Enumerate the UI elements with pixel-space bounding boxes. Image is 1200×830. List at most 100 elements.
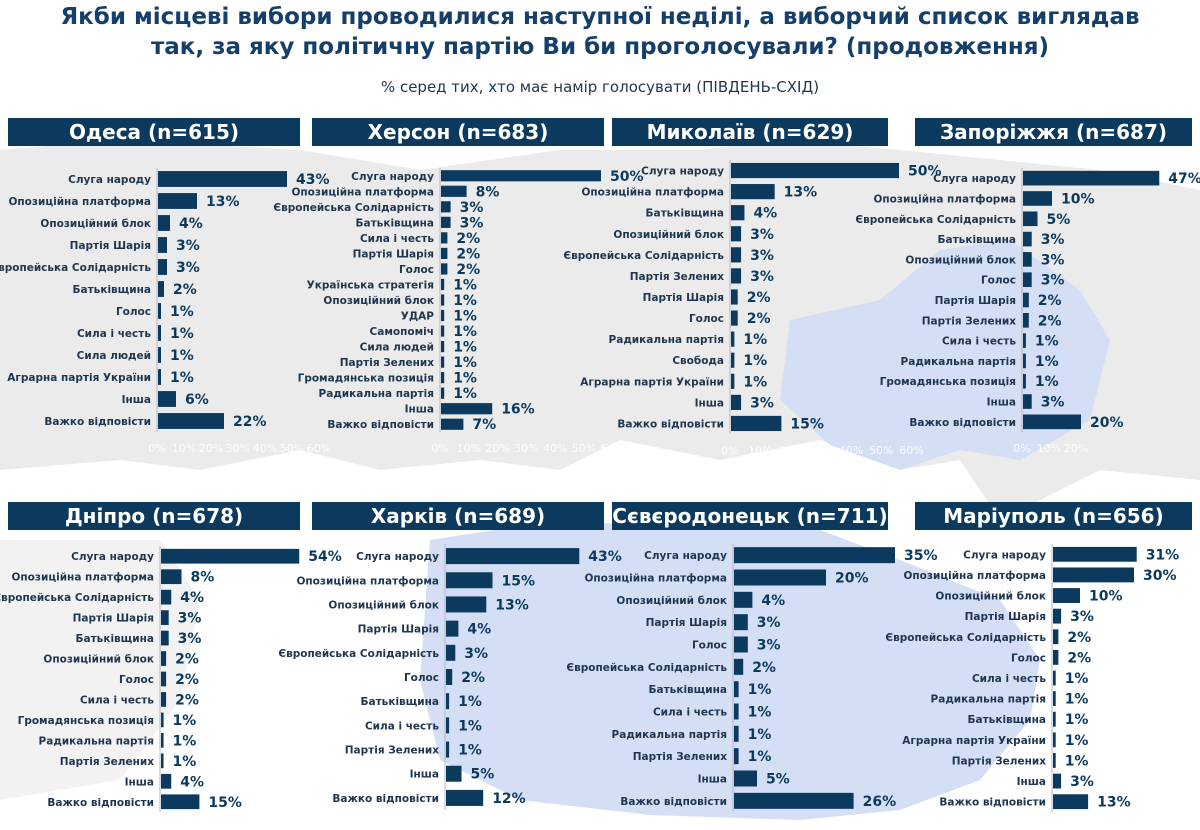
category-label: Опозиційний блок: [40, 218, 151, 230]
category-label: Громадянська позиція: [18, 715, 154, 727]
data-label: 3%: [176, 260, 200, 276]
data-label: 20%: [835, 571, 869, 587]
bar: [446, 693, 450, 710]
data-label: 1%: [170, 304, 194, 320]
bar: [158, 391, 176, 407]
bar: [1023, 252, 1032, 267]
bar: [734, 614, 748, 631]
axis-tick-label: 10%: [1037, 442, 1061, 455]
data-label: 2%: [456, 246, 480, 262]
category-label: Європейська Солідарність: [0, 262, 151, 274]
panel-title: Херсон (n=683): [312, 118, 604, 146]
bar: [1053, 753, 1056, 768]
axis-tick-label: 40%: [253, 442, 277, 455]
category-label: Опозиційна платформа: [291, 186, 434, 198]
data-label: 1%: [1065, 753, 1089, 769]
data-label: 1%: [748, 749, 772, 765]
category-label: Голос: [689, 313, 724, 325]
category-label: Аграрна партія України: [580, 376, 724, 388]
data-label: 10%: [1061, 191, 1095, 207]
bar: [158, 303, 161, 319]
bar: [161, 733, 164, 748]
data-label: 1%: [458, 718, 482, 734]
bar: [731, 394, 742, 410]
axis-tick-label: 0%: [148, 442, 165, 455]
data-label: 13%: [784, 185, 818, 201]
panel-title: Запоріжжя (n=687): [915, 118, 1192, 146]
axis-tick-label: 30%: [808, 444, 832, 457]
category-label: Партія Зелених: [60, 756, 154, 768]
bar: [158, 281, 164, 297]
data-label: 1%: [453, 324, 477, 340]
data-label: 5%: [766, 772, 790, 788]
axis-tick-label: 60%: [601, 442, 625, 455]
data-label: 3%: [750, 269, 774, 285]
bar: [161, 671, 167, 687]
page-title: Якби місцеві вибори проводилися наступно…: [0, 2, 1200, 62]
axis-tick-label: 50%: [572, 442, 596, 455]
bar: [731, 184, 775, 200]
bar: [1023, 272, 1032, 288]
bar: [441, 340, 445, 353]
category-label: Аграрна партія України: [7, 372, 151, 384]
data-label: 2%: [175, 672, 199, 688]
bar: [441, 201, 451, 213]
category-label: Радикальна партія: [609, 334, 724, 346]
data-label: 2%: [1038, 313, 1062, 329]
axis-tick-label: 0%: [721, 444, 738, 457]
category-label: Самопоміч: [370, 326, 434, 338]
data-label: 2%: [175, 652, 199, 668]
panel-title: Миколаїв (n=629): [612, 118, 888, 146]
data-label: 15%: [208, 795, 242, 811]
data-label: 1%: [748, 682, 772, 698]
data-label: 3%: [750, 227, 774, 243]
category-label: Важко відповісти: [939, 797, 1046, 809]
category-label: Опозиційний блок: [905, 254, 1016, 266]
data-label: 2%: [752, 660, 776, 676]
data-label: 1%: [1035, 354, 1059, 370]
category-label: Голос: [692, 640, 727, 652]
category-label: Слуга народу: [644, 550, 727, 562]
bar: [1053, 794, 1089, 810]
bar: [441, 185, 467, 197]
category-label: Опозиційний блок: [328, 599, 439, 611]
data-label: 1%: [458, 743, 482, 759]
data-label: 1%: [173, 733, 197, 749]
bar: [734, 591, 753, 608]
data-label: 2%: [173, 282, 197, 298]
data-label: 15%: [790, 416, 824, 432]
category-label: УДАР: [401, 311, 435, 323]
bar: [731, 268, 742, 284]
data-label: 1%: [453, 293, 477, 309]
subtitle: % серед тих, хто має намір голосувати (П…: [380, 78, 820, 96]
data-label: 4%: [180, 590, 204, 606]
bar: [734, 569, 826, 586]
bar: [161, 548, 300, 564]
bar: [731, 310, 738, 326]
category-label: Опозиційний блок: [935, 591, 1046, 603]
data-label: 6%: [185, 392, 209, 408]
data-label: 1%: [1065, 692, 1089, 708]
category-label: Важко відповісти: [620, 796, 727, 808]
data-label: 31%: [1146, 547, 1180, 563]
bar: [1053, 629, 1059, 645]
data-label: 3%: [1041, 252, 1065, 268]
bar: [1023, 231, 1032, 247]
data-label: 2%: [461, 670, 485, 686]
axis-tick-label: 20%: [485, 442, 509, 455]
category-label: Опозиційна платформа: [11, 572, 154, 584]
bar: [158, 215, 170, 231]
category-label: Батьківщина: [361, 696, 440, 708]
bar: [734, 725, 739, 742]
bar: [1053, 649, 1059, 665]
axis-tick-label: 20%: [778, 444, 802, 457]
bar: [731, 226, 742, 242]
data-label: 3%: [1041, 232, 1065, 248]
bar: [446, 572, 493, 589]
axis-tick-label: 30%: [514, 442, 538, 455]
data-label: 13%: [1097, 795, 1131, 811]
